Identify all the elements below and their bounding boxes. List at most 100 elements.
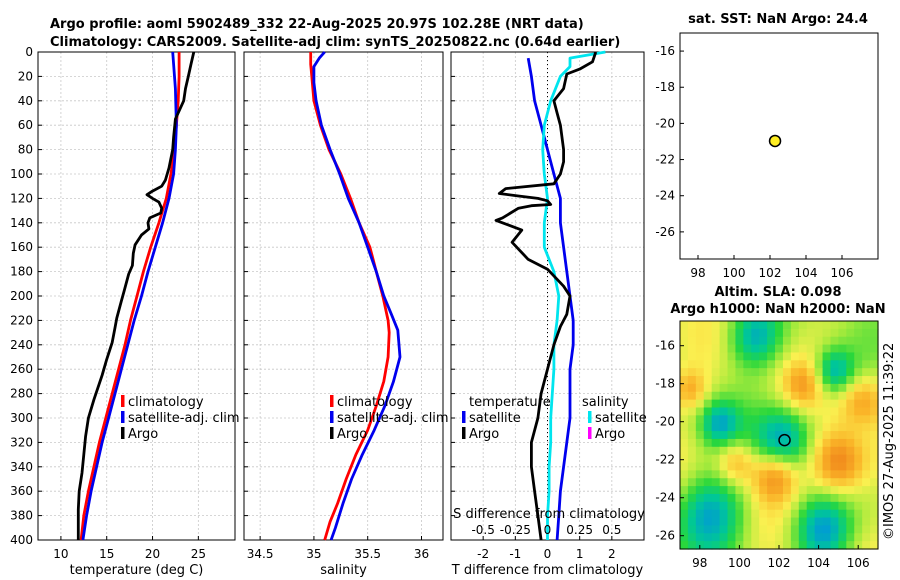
sla-heatmap-cell	[806, 415, 816, 424]
sla-heatmap-cell	[727, 360, 737, 369]
imos-watermark: ©IMOS 27-Aug-2025 11:39:22	[882, 343, 897, 540]
sla-heatmap-cell	[743, 541, 752, 550]
sla-heatmap-cell	[703, 454, 713, 464]
sal-legend-satellite-label: satellite-adj. clim	[337, 411, 449, 426]
sla-heatmap-cell	[687, 454, 697, 464]
sla-heatmap-cell	[719, 368, 729, 377]
sla-heatmap-cell	[806, 376, 816, 385]
sla-heatmap-cell	[735, 438, 744, 448]
sla-heatmap-cell	[782, 399, 792, 409]
sla-heatmap-cell	[751, 533, 760, 542]
sla-heatmap-cell	[687, 352, 697, 361]
sla-heatmap-cell	[862, 321, 871, 330]
sla-heatmap-cell	[735, 376, 744, 385]
sla-heatmap-cell	[759, 399, 768, 409]
sla-heatmap-cell	[687, 462, 697, 471]
sla-heatmap-cell	[735, 517, 744, 527]
sla-heatmap-cell	[711, 360, 721, 369]
sla-heatmap-cell	[846, 407, 855, 416]
sla-heatmap-cell	[870, 431, 879, 440]
sla-heatmap-cell	[846, 383, 855, 393]
sla-heatmap-cell	[838, 352, 847, 361]
sla-heatmap-cell	[822, 509, 832, 519]
sla-heatmap-cell	[790, 383, 800, 393]
sal-legend-argo-swatch	[330, 427, 334, 439]
sla-heatmap-cell	[854, 438, 863, 448]
sla-heatmap-cell	[814, 344, 824, 354]
map-x-tick-label: 106	[847, 556, 870, 570]
temp-legend-satellite-swatch	[121, 411, 125, 423]
y-tick-label: 100	[10, 167, 33, 181]
sla-heatmap-cell	[767, 493, 776, 503]
sla-heatmap-cell	[711, 321, 721, 330]
sla-heatmap-cell	[743, 486, 752, 495]
sla-heatmap-cell	[727, 438, 737, 448]
sla-heatmap-cell	[695, 336, 705, 346]
map-x-tick-label: 104	[795, 266, 818, 280]
sla-heatmap-cell	[687, 533, 697, 542]
sst-map-title: sat. SST: NaN Argo: 24.4	[688, 12, 868, 27]
sla-heatmap-cell	[854, 360, 863, 369]
sla-heatmap-cell	[695, 446, 705, 456]
sla-heatmap-cell	[862, 352, 871, 361]
sla-heatmap-cell	[703, 501, 713, 511]
sla-heatmap-cell	[790, 478, 800, 487]
sla-heatmap-cell	[727, 470, 737, 479]
sla-heatmap-cell	[798, 541, 808, 550]
sla-heatmap-cell	[814, 376, 824, 385]
sla-heatmap-cell	[727, 478, 737, 487]
sla-heatmap-cell	[862, 525, 871, 534]
map-x-tick-label: 100	[723, 266, 746, 280]
sla-heatmap-cell	[727, 383, 737, 393]
sla-heatmap-cell	[790, 533, 800, 542]
sla-heatmap-cell	[687, 415, 697, 424]
sla-heatmap-cell	[751, 336, 760, 346]
sla-heatmap-cell	[814, 509, 824, 519]
x-tick-label: 35.5	[354, 547, 381, 561]
sla-heatmap-cell	[759, 462, 768, 471]
sla-heatmap-cell	[790, 352, 800, 361]
y-tick-label: 140	[10, 216, 33, 230]
sla-heatmap-cell	[751, 399, 760, 409]
x-axis-label: T difference from climatology	[451, 563, 644, 578]
sla-heatmap-cell	[767, 486, 776, 495]
sla-heatmap-cell	[719, 376, 729, 385]
sla-heatmap-cell	[838, 336, 847, 346]
sla-heatmap-cell	[703, 478, 713, 487]
y-tick-label: 260	[10, 362, 33, 376]
sla-heatmap-cell	[814, 391, 824, 401]
y-tick-label: 200	[10, 289, 33, 303]
sla-heatmap-cell	[814, 415, 824, 424]
sla-heatmap-cell	[751, 376, 760, 385]
sla-heatmap-cell	[830, 541, 839, 550]
y-tick-label: 340	[10, 460, 33, 474]
sla-heatmap-cell	[743, 454, 752, 464]
sla-heatmap-cell	[830, 431, 839, 440]
sla-heatmap-cell	[680, 493, 689, 503]
diff-t-satellite-line	[526, 57, 575, 541]
sla-heatmap-cell	[838, 321, 847, 330]
sla-heatmap-cell	[743, 321, 752, 330]
sla-heatmap-cell	[854, 517, 863, 527]
sla-heatmap-cell	[719, 541, 729, 550]
sla-heatmap-cell	[680, 431, 689, 440]
sla-heatmap-cell	[767, 533, 776, 542]
sla-heatmap-cell	[814, 336, 824, 346]
sla-heatmap-cell	[846, 423, 855, 432]
sla-heatmap-cell	[703, 328, 713, 338]
sla-heatmap-cell	[790, 344, 800, 354]
sla-heatmap-cell	[806, 478, 816, 487]
sla-heatmap-cell	[822, 336, 832, 346]
sla-heatmap-cell	[735, 321, 744, 330]
sla-heatmap-cell	[830, 423, 839, 432]
sla-heatmap-cell	[759, 328, 768, 338]
sla-heatmap-cell	[870, 360, 879, 369]
sla-heatmap-cell	[862, 391, 871, 401]
sla-heatmap-cell	[806, 454, 816, 464]
sla-heatmap-cell	[703, 462, 713, 471]
sla-heatmap-cell	[759, 454, 768, 464]
sla-heatmap-cell	[743, 517, 752, 527]
sla-heatmap-cell	[838, 486, 847, 495]
map-y-tick-label: -16	[655, 339, 675, 353]
